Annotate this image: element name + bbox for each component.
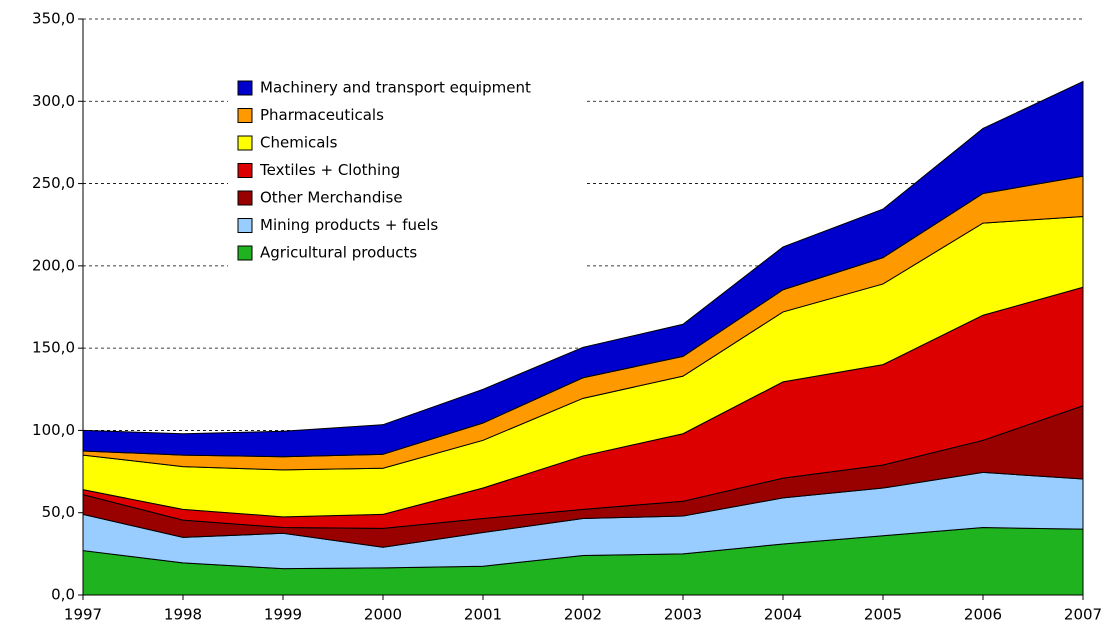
legend-swatch — [237, 135, 253, 151]
x-tick-label: 2000 — [364, 606, 402, 624]
legend-swatch — [237, 245, 253, 261]
x-tick-label: 2001 — [464, 606, 502, 624]
legend-label: Pharmaceuticals — [260, 106, 384, 124]
x-tick-label: 2006 — [964, 606, 1002, 624]
y-tick-label: 50,0 — [42, 503, 75, 521]
legend-label: Mining products + fuels — [260, 216, 438, 234]
y-tick-label: 100,0 — [32, 421, 75, 439]
x-tick-label: 2003 — [664, 606, 702, 624]
x-tick-label: 1997 — [64, 606, 102, 624]
y-tick-label: 350,0 — [32, 10, 75, 28]
x-tick-label: 2004 — [764, 606, 802, 624]
legend-swatch — [237, 218, 253, 233]
legend-label: Chemicals — [260, 134, 338, 152]
y-tick-label: 0,0 — [51, 586, 75, 604]
x-tick-label: 1998 — [164, 606, 202, 624]
legend-swatch — [237, 190, 253, 206]
legend-swatch — [237, 163, 253, 178]
y-tick-label: 200,0 — [32, 256, 75, 274]
y-tick-label: 150,0 — [32, 339, 75, 357]
y-tick-label: 250,0 — [32, 174, 75, 192]
legend-label: Agricultural products — [260, 244, 417, 262]
legend-label: Textiles + Clothing — [259, 161, 400, 179]
legend-box — [228, 75, 586, 272]
x-tick-label: 2002 — [564, 606, 602, 624]
legend-swatch — [237, 80, 253, 96]
x-tick-label: 2007 — [1064, 606, 1102, 624]
legend-swatch — [237, 108, 253, 123]
x-tick-label: 1999 — [264, 606, 302, 624]
y-tick-label: 300,0 — [32, 92, 75, 110]
legend-label: Other Merchandise — [260, 189, 403, 207]
x-tick-label: 2005 — [864, 606, 902, 624]
legend-label: Machinery and transport equipment — [260, 79, 531, 97]
area — [82, 80, 1084, 458]
